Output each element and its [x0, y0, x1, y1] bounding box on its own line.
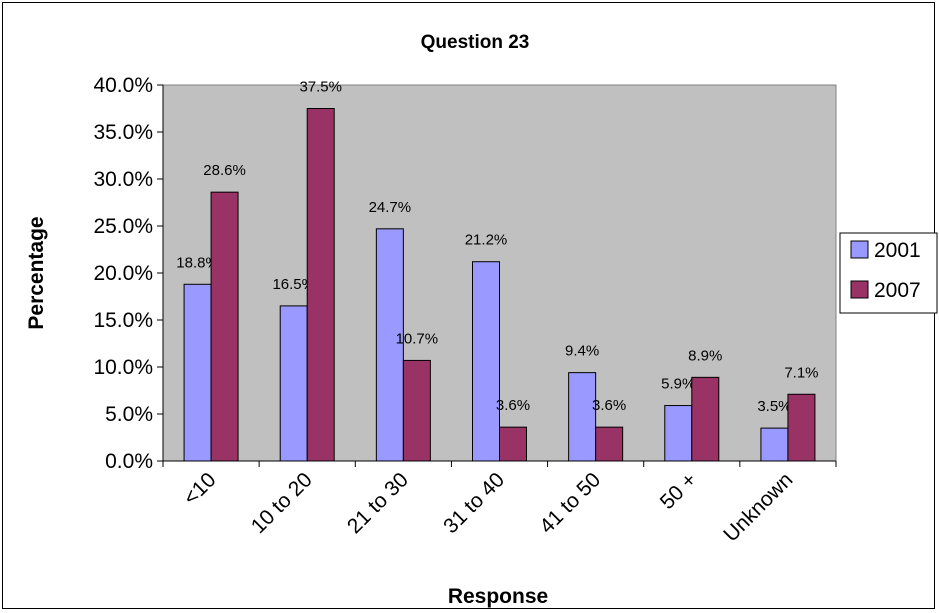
legend-label: 2001 [874, 239, 921, 262]
data-label: 5.9% [661, 376, 695, 393]
y-tick-label: 15.0% [93, 309, 153, 332]
bar-2001 [375, 228, 404, 462]
y-axis-title: Percentage [25, 216, 48, 329]
data-label: 8.9% [688, 347, 722, 364]
data-label: 21.2% [465, 232, 508, 249]
data-label: 7.1% [784, 364, 818, 381]
y-tick-label: 20.0% [93, 262, 153, 285]
data-label: 3.6% [496, 397, 530, 414]
x-tick-label: 50 + [656, 468, 702, 514]
bar-2001 [568, 372, 597, 462]
x-tick-label: Unknown [719, 468, 797, 546]
bar-2007 [691, 376, 720, 462]
data-label: 9.4% [565, 343, 599, 360]
bar-2007 [787, 393, 816, 462]
x-axis-title: Response [448, 585, 548, 608]
data-label: 18.8% [176, 254, 219, 271]
bar-2001 [279, 305, 308, 462]
y-tick-label: 30.0% [93, 168, 153, 191]
y-tick-label: 5.0% [105, 403, 153, 426]
bar-2007 [595, 426, 624, 462]
x-tick-label: 21 to 30 [343, 468, 413, 538]
bar-2001 [664, 405, 693, 462]
data-label: 28.6% [203, 162, 246, 179]
bar-2001 [472, 261, 500, 462]
data-label: 16.5% [272, 276, 315, 293]
bar-2007 [402, 359, 431, 462]
y-tick-label: 0.0% [105, 450, 153, 473]
x-tick-label: <10 [179, 468, 220, 509]
x-tick-label: 31 to 40 [439, 468, 509, 538]
legend-label: 2007 [874, 279, 921, 302]
bar-2007 [306, 108, 335, 462]
data-label: 37.5% [299, 79, 342, 96]
chart-title: Question 23 [421, 32, 530, 53]
y-tick-label: 40.0% [93, 74, 153, 97]
legend: 2001 2007 [839, 232, 938, 314]
y-tick-label: 10.0% [93, 356, 153, 379]
bar-2001 [183, 283, 212, 462]
bar-2007 [210, 191, 239, 462]
data-label: 3.6% [592, 397, 626, 414]
legend-swatch-2007 [850, 280, 869, 299]
legend-swatch-2001 [850, 240, 869, 259]
bar-2007 [499, 426, 527, 462]
bar-2001 [760, 427, 789, 462]
y-tick-label: 25.0% [93, 215, 153, 238]
data-label: 24.7% [369, 199, 412, 216]
y-tick-label: 35.0% [93, 121, 153, 144]
data-label: 3.5% [757, 398, 791, 415]
x-tick-label: 41 to 50 [535, 468, 605, 538]
data-label: 10.7% [396, 330, 439, 347]
x-tick-label: 10 to 20 [247, 468, 317, 538]
